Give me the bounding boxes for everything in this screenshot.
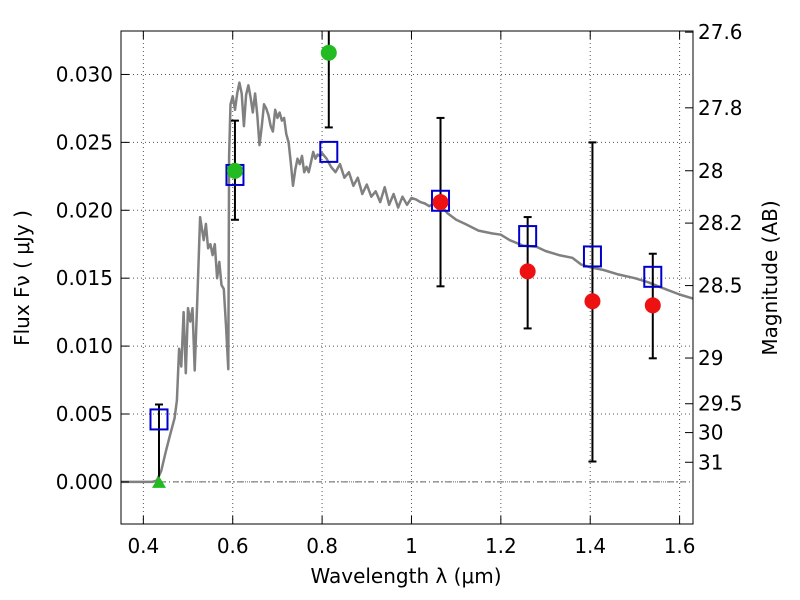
plot-background [121,31,693,524]
plot-content [121,31,693,488]
y-tick-label: 0.000 [56,470,113,494]
right-tick-label: 29.5 [698,392,743,416]
right-tick-label: 31 [698,450,723,474]
right-axis-title: Magnitude (AB) [758,200,782,355]
filled-circle-point [432,194,449,211]
plot-frame [120,30,694,525]
filled-circle-point [519,263,536,280]
right-tick-label: 28.2 [698,211,743,235]
y-tick-label: 0.005 [56,402,113,426]
right-tick-label: 27.8 [698,96,743,120]
open-square-point [518,225,538,248]
filled-circle-point [226,162,243,179]
x-tick-label: 0.6 [217,534,249,558]
right-tick-label: 29 [698,346,723,370]
grid [121,31,693,524]
triangle-point [151,475,166,488]
filled-circle-point [584,293,601,310]
open-square-point [319,140,339,163]
x-tick-label: 1.4 [574,534,606,558]
right-tick-label: 30 [698,421,723,445]
y-tick-label: 0.025 [56,130,113,154]
open-square-point [149,408,169,431]
filled-circle-point [320,44,337,61]
x-tick-label: 1 [405,534,418,558]
open-square-point [643,265,663,288]
open-square-point [582,245,602,268]
right-tick-label: 28.5 [698,274,743,298]
open-square-point [431,189,451,212]
x-ticks: 0.4 0.6 0.8 1 1.2 1.4 1.6 [127,31,696,558]
x-tick-label: 1.6 [664,534,696,558]
y-ticks: 0.000 0.005 0.010 0.015 0.020 0.025 0.030 [56,62,129,494]
y-tick-label: 0.020 [56,198,113,222]
y-tick-label: 0.030 [56,62,113,86]
y-tick-label: 0.010 [56,334,113,358]
x-tick-label: 0.8 [306,534,338,558]
right-ticks: 27.6 27.8 28 28.2 28.5 29 29.5 30 31 [685,20,743,474]
right-tick-label: 27.6 [698,20,743,44]
model-spectrum-line [121,81,693,484]
x-tick-label: 1.2 [485,534,517,558]
y-axis-title: Flux Fν ( μJy ) [10,210,34,346]
x-tick-label: 0.4 [127,534,159,558]
right-tick-label: 28 [698,159,723,183]
markers [149,44,663,488]
y-tick-label: 0.015 [56,266,113,290]
filled-circle-point [644,297,661,314]
x-axis-title: Wavelength λ (μm) [310,564,501,588]
